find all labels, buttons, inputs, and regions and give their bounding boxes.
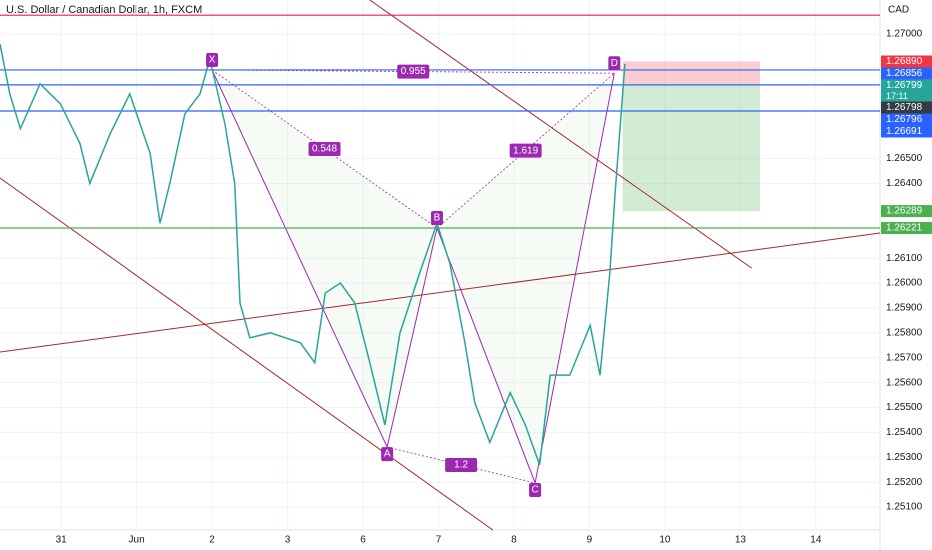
trendline — [369, 0, 752, 269]
trendline — [0, 232, 881, 353]
countdown-bg — [881, 91, 932, 102]
price-tag-label: 1.26221 — [886, 223, 923, 234]
x-tick-label: 6 — [360, 535, 366, 546]
x-tick-label: Jun — [129, 535, 145, 546]
stop-zone — [622, 61, 760, 85]
x-tick-label: 9 — [587, 535, 593, 546]
y-tick-label: 1.25500 — [886, 402, 923, 413]
pattern-fill — [212, 69, 437, 448]
price-tag — [881, 222, 932, 235]
x-tick-label: 8 — [511, 535, 517, 546]
x-tick-label: 14 — [810, 535, 822, 546]
pattern-label: X — [209, 55, 216, 66]
y-tick-label: 1.26400 — [886, 178, 923, 189]
pattern-fill — [436, 73, 615, 483]
price-tag-label: 1.26796 — [886, 114, 923, 125]
y-tick-label: 1.25400 — [886, 427, 923, 438]
price-line — [0, 43, 626, 466]
ratio-label: 0.548 — [312, 144, 337, 155]
y-tick-label: 1.25800 — [886, 327, 923, 338]
pattern-label-bg — [206, 52, 219, 67]
price-tag — [881, 79, 932, 92]
ratio-label: 0.955 — [401, 66, 426, 77]
countdown: 17:11 — [886, 91, 908, 101]
price-tag-label: 1.26799 — [886, 80, 923, 91]
y-tick-label: 1.26000 — [886, 278, 923, 289]
price-tag-label: 1.26856 — [886, 68, 923, 79]
pattern-label-bg — [381, 447, 394, 462]
ratio-label: 1.619 — [513, 145, 538, 156]
x-tick-label: 2 — [209, 535, 215, 546]
price-tag — [881, 55, 932, 68]
pattern-label: C — [531, 485, 538, 496]
price-tag — [881, 205, 932, 218]
x-tick-label: 10 — [659, 535, 671, 546]
pattern-label-bg — [529, 482, 542, 497]
ratio-bg — [397, 64, 430, 79]
y-tick-label: 1.25300 — [886, 452, 923, 463]
pattern-label: B — [434, 213, 441, 224]
y-tick-label: 1.27000 — [886, 29, 923, 40]
y-tick-label: 1.25900 — [886, 303, 923, 314]
pattern-label: D — [611, 58, 618, 69]
target-zone — [622, 84, 760, 212]
ratio-bg — [509, 143, 542, 158]
ratio-label: 1.2 — [454, 460, 468, 471]
pattern-label: A — [384, 449, 391, 460]
chart-title: U.S. Dollar / Canadian Dollar, 1h, FXCM — [6, 4, 202, 16]
currency: CAD — [888, 5, 909, 16]
price-tag — [881, 125, 932, 138]
price-tag-label: 1.26798 — [886, 102, 923, 113]
price-tag — [881, 113, 932, 126]
price-tag — [881, 101, 932, 114]
price-tag-label: 1.26289 — [886, 206, 923, 217]
ratio-bg — [308, 141, 341, 156]
x-tick-label: 31 — [56, 535, 68, 546]
price-tag-label: 1.26691 — [886, 126, 923, 137]
x-tick-label: 3 — [285, 535, 291, 546]
price-tag — [881, 67, 932, 80]
y-tick-label: 1.25100 — [886, 502, 923, 513]
pattern-label-bg — [608, 56, 621, 71]
y-tick-label: 1.26500 — [886, 153, 923, 164]
pattern-label-bg — [430, 211, 443, 226]
y-tick-label: 1.25600 — [886, 377, 923, 388]
trendline — [0, 177, 494, 531]
y-tick-label: 1.25700 — [886, 352, 923, 363]
y-tick-label: 1.26100 — [886, 253, 923, 264]
price-tag-label: 1.26890 — [886, 56, 923, 67]
x-tick-label: 7 — [436, 535, 442, 546]
ratio-bg — [445, 458, 478, 473]
y-tick-label: 1.25200 — [886, 477, 923, 488]
x-tick-label: 13 — [735, 535, 747, 546]
